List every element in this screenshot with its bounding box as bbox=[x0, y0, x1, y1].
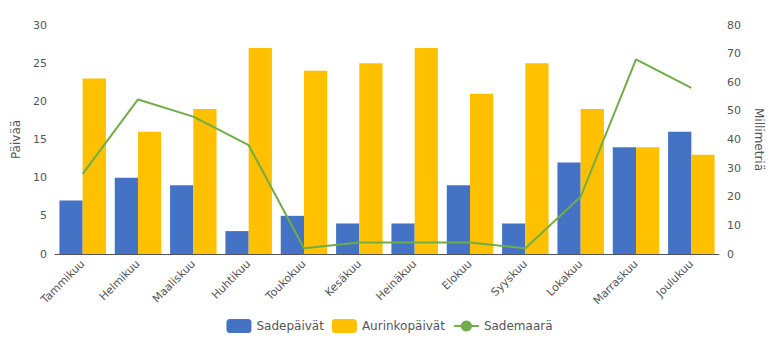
svg-text:40: 40 bbox=[727, 133, 741, 146]
svg-text:30: 30 bbox=[727, 162, 741, 175]
svg-text:25: 25 bbox=[33, 57, 47, 70]
svg-text:20: 20 bbox=[33, 95, 47, 108]
svg-text:70: 70 bbox=[727, 47, 741, 60]
svg-text:Heinäkuu: Heinäkuu bbox=[373, 257, 419, 303]
svg-text:Päivää: Päivää bbox=[9, 120, 23, 159]
svg-text:30: 30 bbox=[33, 19, 47, 32]
svg-text:Sadepäivät: Sadepäivät bbox=[256, 319, 324, 333]
svg-text:Joulukuu: Joulukuu bbox=[653, 257, 696, 300]
svg-text:20: 20 bbox=[727, 190, 741, 203]
svg-text:10: 10 bbox=[33, 171, 47, 184]
svg-text:Kesäkuu: Kesäkuu bbox=[322, 257, 364, 299]
svg-text:Millimetriä: Millimetriä bbox=[752, 108, 766, 171]
svg-text:Aurinkopäivät: Aurinkopäivät bbox=[362, 319, 445, 333]
svg-text:5: 5 bbox=[40, 209, 47, 222]
svg-text:Syyskuu: Syyskuu bbox=[488, 257, 529, 298]
svg-text:Sademaarä: Sademaarä bbox=[484, 319, 553, 333]
svg-text:10: 10 bbox=[727, 219, 741, 232]
svg-text:Marraskuu: Marraskuu bbox=[591, 257, 641, 307]
svg-text:50: 50 bbox=[727, 104, 741, 117]
svg-text:15: 15 bbox=[33, 133, 47, 146]
svg-text:Elokuu: Elokuu bbox=[439, 257, 474, 292]
svg-text:0: 0 bbox=[40, 248, 47, 261]
svg-text:Maaliskuu: Maaliskuu bbox=[150, 257, 198, 305]
svg-text:Toukokuu: Toukokuu bbox=[263, 257, 309, 303]
svg-text:0: 0 bbox=[727, 248, 734, 261]
svg-text:80: 80 bbox=[727, 19, 741, 32]
svg-text:60: 60 bbox=[727, 76, 741, 89]
svg-text:Helmikuu: Helmikuu bbox=[97, 257, 143, 303]
svg-text:Lokakuu: Lokakuu bbox=[544, 257, 585, 298]
svg-text:Tammikuu: Tammikuu bbox=[38, 257, 88, 307]
svg-text:Huhtikuu: Huhtikuu bbox=[209, 257, 253, 301]
